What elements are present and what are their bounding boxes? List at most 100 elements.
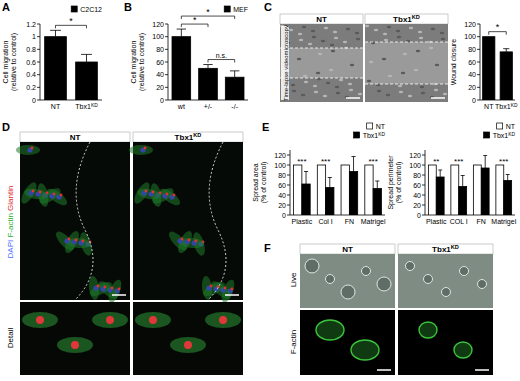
figure: ABCDEF00.20.40.60.811.2Cell migration(re… (0, 0, 520, 381)
error-line (507, 175, 508, 181)
cell (346, 28, 350, 30)
y-tick-label: 0 (417, 212, 421, 219)
x-tick-label: COL I (450, 218, 468, 225)
x-tick-label: Tbx1KD (75, 103, 98, 111)
legend-label: Tbx1KD (363, 132, 386, 140)
y-tick (37, 36, 40, 37)
cell (369, 61, 373, 63)
golgi (149, 316, 157, 324)
cell (333, 31, 337, 33)
cell (351, 340, 379, 360)
bar (294, 165, 302, 215)
y-tick-label: 20 (413, 202, 421, 209)
error-bar (438, 170, 442, 177)
y-tick (287, 175, 290, 176)
cell (435, 64, 439, 66)
bar (341, 165, 349, 215)
cell (205, 312, 241, 328)
y-tick-label: 80 (413, 172, 421, 179)
wound-edge (75, 142, 93, 300)
cell (341, 285, 355, 299)
y-tick (165, 62, 168, 63)
bar (436, 177, 444, 215)
legend-swatch (484, 132, 490, 138)
x-tick-label: NT (484, 103, 494, 110)
wound-area (365, 42, 448, 84)
bar (326, 188, 334, 216)
stain-label: F-actin (6, 213, 15, 240)
cell (92, 312, 128, 328)
cell (22, 312, 58, 328)
bar (483, 37, 495, 100)
cell (374, 29, 378, 31)
plot-area (294, 157, 382, 216)
error-bar (375, 181, 379, 189)
legend-entry: NT (367, 123, 386, 130)
y-tick-label: 0.4 (26, 71, 36, 78)
y-tick (477, 24, 480, 25)
y-tick (477, 74, 480, 75)
panel-letter: F (264, 242, 271, 254)
cell (324, 27, 328, 29)
error-line (353, 157, 354, 172)
bar (504, 181, 512, 216)
cell (431, 28, 435, 30)
y-tick (422, 155, 425, 156)
golgi (68, 238, 71, 241)
significance-label: * (496, 22, 500, 32)
cell (348, 83, 352, 85)
error-cap (81, 54, 92, 55)
bar (451, 165, 459, 215)
panel-c-images: NTTime-lapse videomicroscopyTbx1KD (280, 14, 448, 102)
cell (408, 95, 412, 97)
y-tick-label: 100 (464, 33, 476, 40)
cell (421, 92, 425, 94)
image-title: NT (70, 133, 81, 142)
error-line (86, 54, 87, 62)
y-tick-label: 120 (152, 21, 164, 28)
legend-entry: Tbx1KD (484, 132, 516, 140)
golgi (219, 316, 227, 324)
cell (301, 94, 305, 96)
y-tick-label: 0 (282, 212, 286, 219)
nucleus (191, 240, 196, 245)
error-bar (203, 65, 212, 69)
row-label: Detail (6, 328, 15, 349)
panel-letter: D (2, 121, 10, 133)
cell (302, 26, 306, 28)
superscript: KD (412, 14, 420, 20)
y-tick (37, 49, 40, 50)
cell (305, 259, 319, 273)
significance-label: * (69, 16, 73, 26)
golgi (181, 238, 184, 241)
bar-chart: 00.20.40.60.811.2Cell migration(relative… (2, 6, 102, 110)
wound-edge (365, 42, 448, 43)
error-cap (438, 170, 442, 171)
y-tick (37, 24, 40, 25)
nucleus (141, 190, 146, 195)
cell (16, 145, 40, 155)
bar-chart: 020406080100120Cell migration(relative t… (130, 6, 248, 110)
y-tick-label: 0.6 (26, 59, 36, 66)
micrograph (280, 24, 363, 102)
error-cap (461, 175, 465, 176)
significance-label: *** (321, 157, 330, 166)
cell (358, 93, 362, 95)
y-tick-label: 60 (413, 182, 421, 189)
panel-d-images: DAPI F-actin GiantinDetailNTTbx1KD (6, 132, 243, 375)
x-tick-label: Matrigel (361, 218, 386, 226)
x-tick-label: Plastic (292, 218, 313, 225)
cell (326, 82, 330, 84)
y-tick (165, 49, 168, 50)
y-axis-label: (% of control) (395, 162, 403, 204)
y-tick-label: 20 (468, 84, 476, 91)
cell (170, 337, 206, 353)
image-header (398, 244, 493, 254)
y-tick (477, 36, 480, 37)
y-tick (477, 62, 480, 63)
bar (45, 37, 67, 100)
cell (460, 267, 469, 276)
y-tick-label: 40 (278, 192, 286, 199)
bar (76, 62, 98, 100)
side-label-bg (281, 26, 289, 100)
